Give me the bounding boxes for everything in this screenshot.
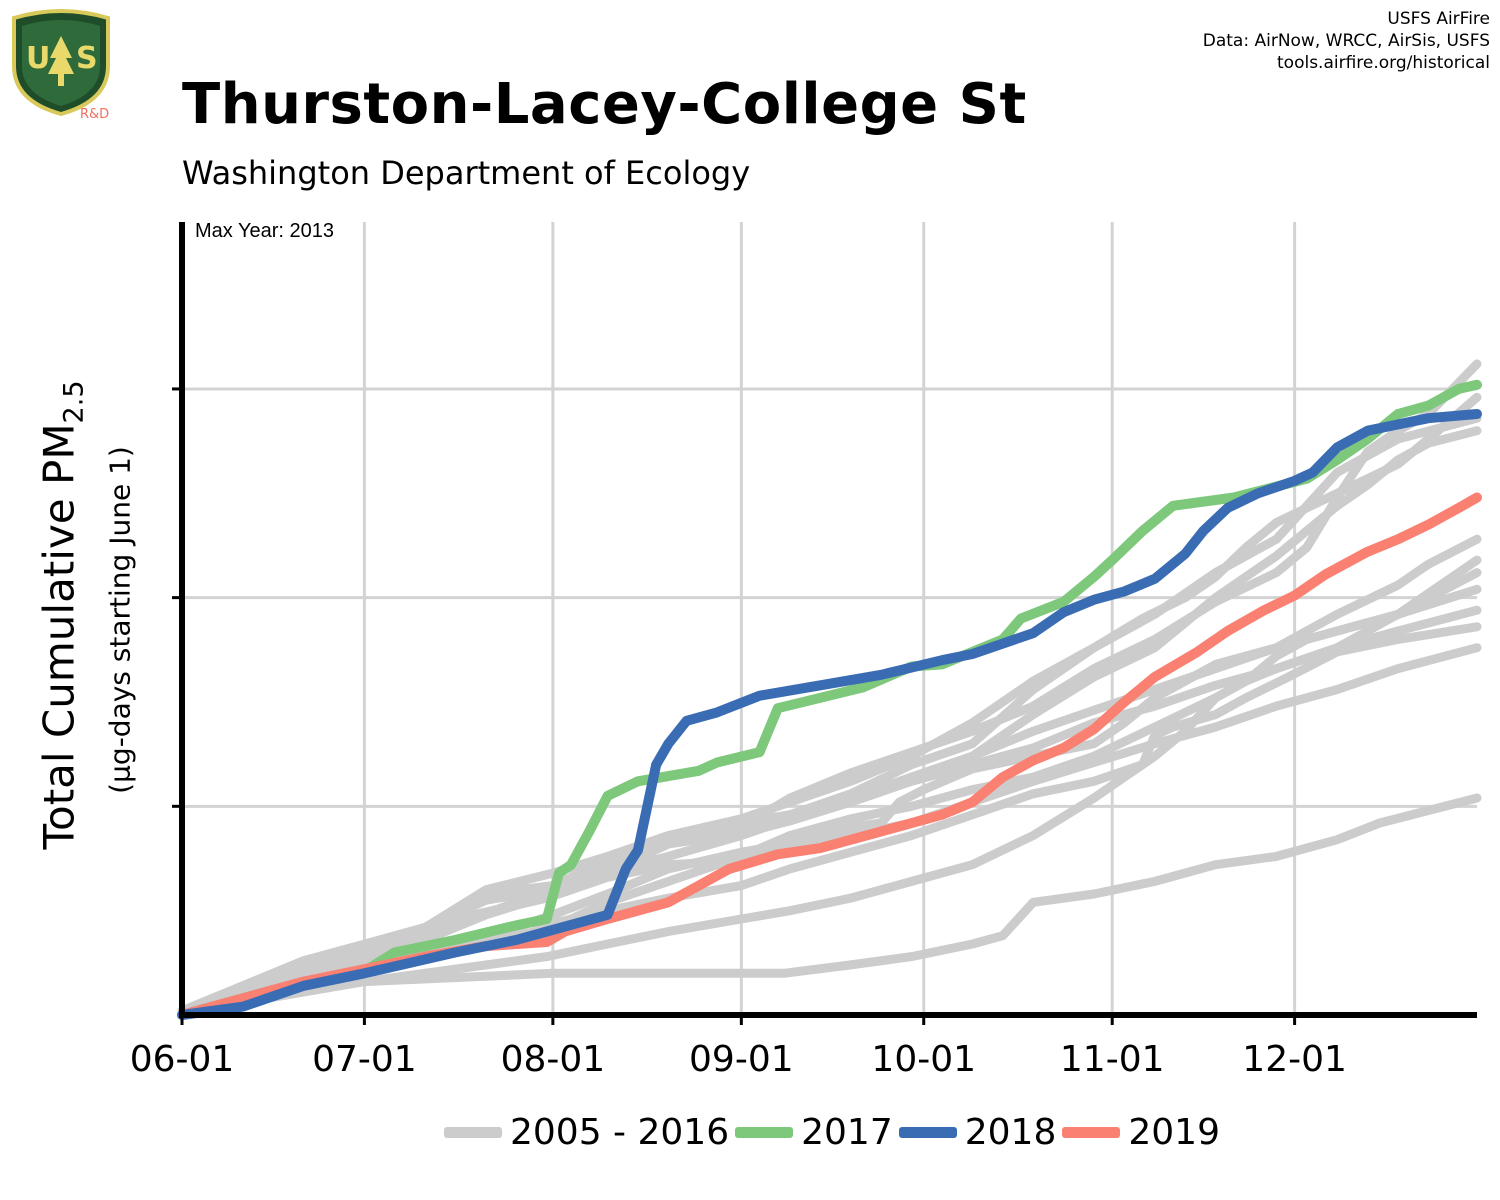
x-tick-label: 12-01 xyxy=(1242,1039,1347,1080)
chart-title: Thurston-Lacey-College St xyxy=(182,72,1027,137)
series-line-2018 xyxy=(177,409,1482,1020)
legend-swatch xyxy=(735,1127,794,1138)
chart-subtitle: Washington Department of Ecology xyxy=(182,154,751,192)
legend-label: 2005 - 2016 xyxy=(510,1112,730,1153)
legend-label: 2017 xyxy=(801,1112,893,1153)
legend-item: 2018 xyxy=(898,1112,1057,1153)
rd-tag: R&D xyxy=(80,107,109,118)
svg-text:U: U xyxy=(26,41,50,76)
legend-item: 2005 - 2016 xyxy=(444,1112,729,1153)
y-axis-units: (µg-days starting June 1) xyxy=(103,446,137,794)
svg-text:S: S xyxy=(76,41,98,76)
series-lines xyxy=(177,359,1482,1020)
y-axis-label-subscript: 2.5 xyxy=(58,380,90,424)
axes xyxy=(179,222,1477,1018)
legend-item: 2019 xyxy=(1062,1112,1220,1153)
x-tick-label: 10-01 xyxy=(871,1039,976,1080)
y-axis-label-main: Total Cumulative PM xyxy=(34,423,84,850)
max-year-annotation: Max Year: 2013 xyxy=(195,220,334,242)
credits-block: USFS AirFire Data: AirNow, WRCC, AirSis,… xyxy=(1203,8,1490,74)
legend-label: 2018 xyxy=(964,1112,1057,1153)
grid-lines xyxy=(182,222,1477,1015)
x-tick-label: 08-01 xyxy=(501,1039,606,1080)
legend-item: 2017 xyxy=(735,1112,893,1153)
axis-ticks: 06-01 07-01 08-01 09-01 10-01 11-01 12-01 xyxy=(130,387,1347,1080)
credit-line: tools.airfire.org/historical xyxy=(1277,53,1490,73)
series-line-history xyxy=(177,359,1482,1016)
x-tick-label: 06-01 xyxy=(130,1039,235,1080)
x-tick-label: 07-01 xyxy=(312,1039,417,1080)
series-line-history xyxy=(177,534,1482,1018)
series-line-history xyxy=(177,793,1482,1018)
x-tick-label: 11-01 xyxy=(1060,1039,1165,1080)
credit-line: USFS AirFire xyxy=(1387,9,1490,29)
credit-line: Data: AirNow, WRCC, AirSis, USFS xyxy=(1202,31,1490,51)
x-tick-label: 09-01 xyxy=(689,1039,794,1080)
usfs-shield-icon: U S R&D xyxy=(12,9,110,118)
legend-swatch xyxy=(1062,1127,1121,1138)
y-axis-label: Total Cumulative PM2.5 xyxy=(34,380,89,849)
legend-swatch xyxy=(898,1127,957,1138)
legend-label: 2019 xyxy=(1128,1112,1220,1153)
series-line-history xyxy=(177,413,1482,1016)
legend: 2005 - 2016 2017 2018 2019 xyxy=(444,1112,1226,1153)
legend-swatch xyxy=(444,1127,502,1138)
series-line-history xyxy=(177,392,1482,1016)
